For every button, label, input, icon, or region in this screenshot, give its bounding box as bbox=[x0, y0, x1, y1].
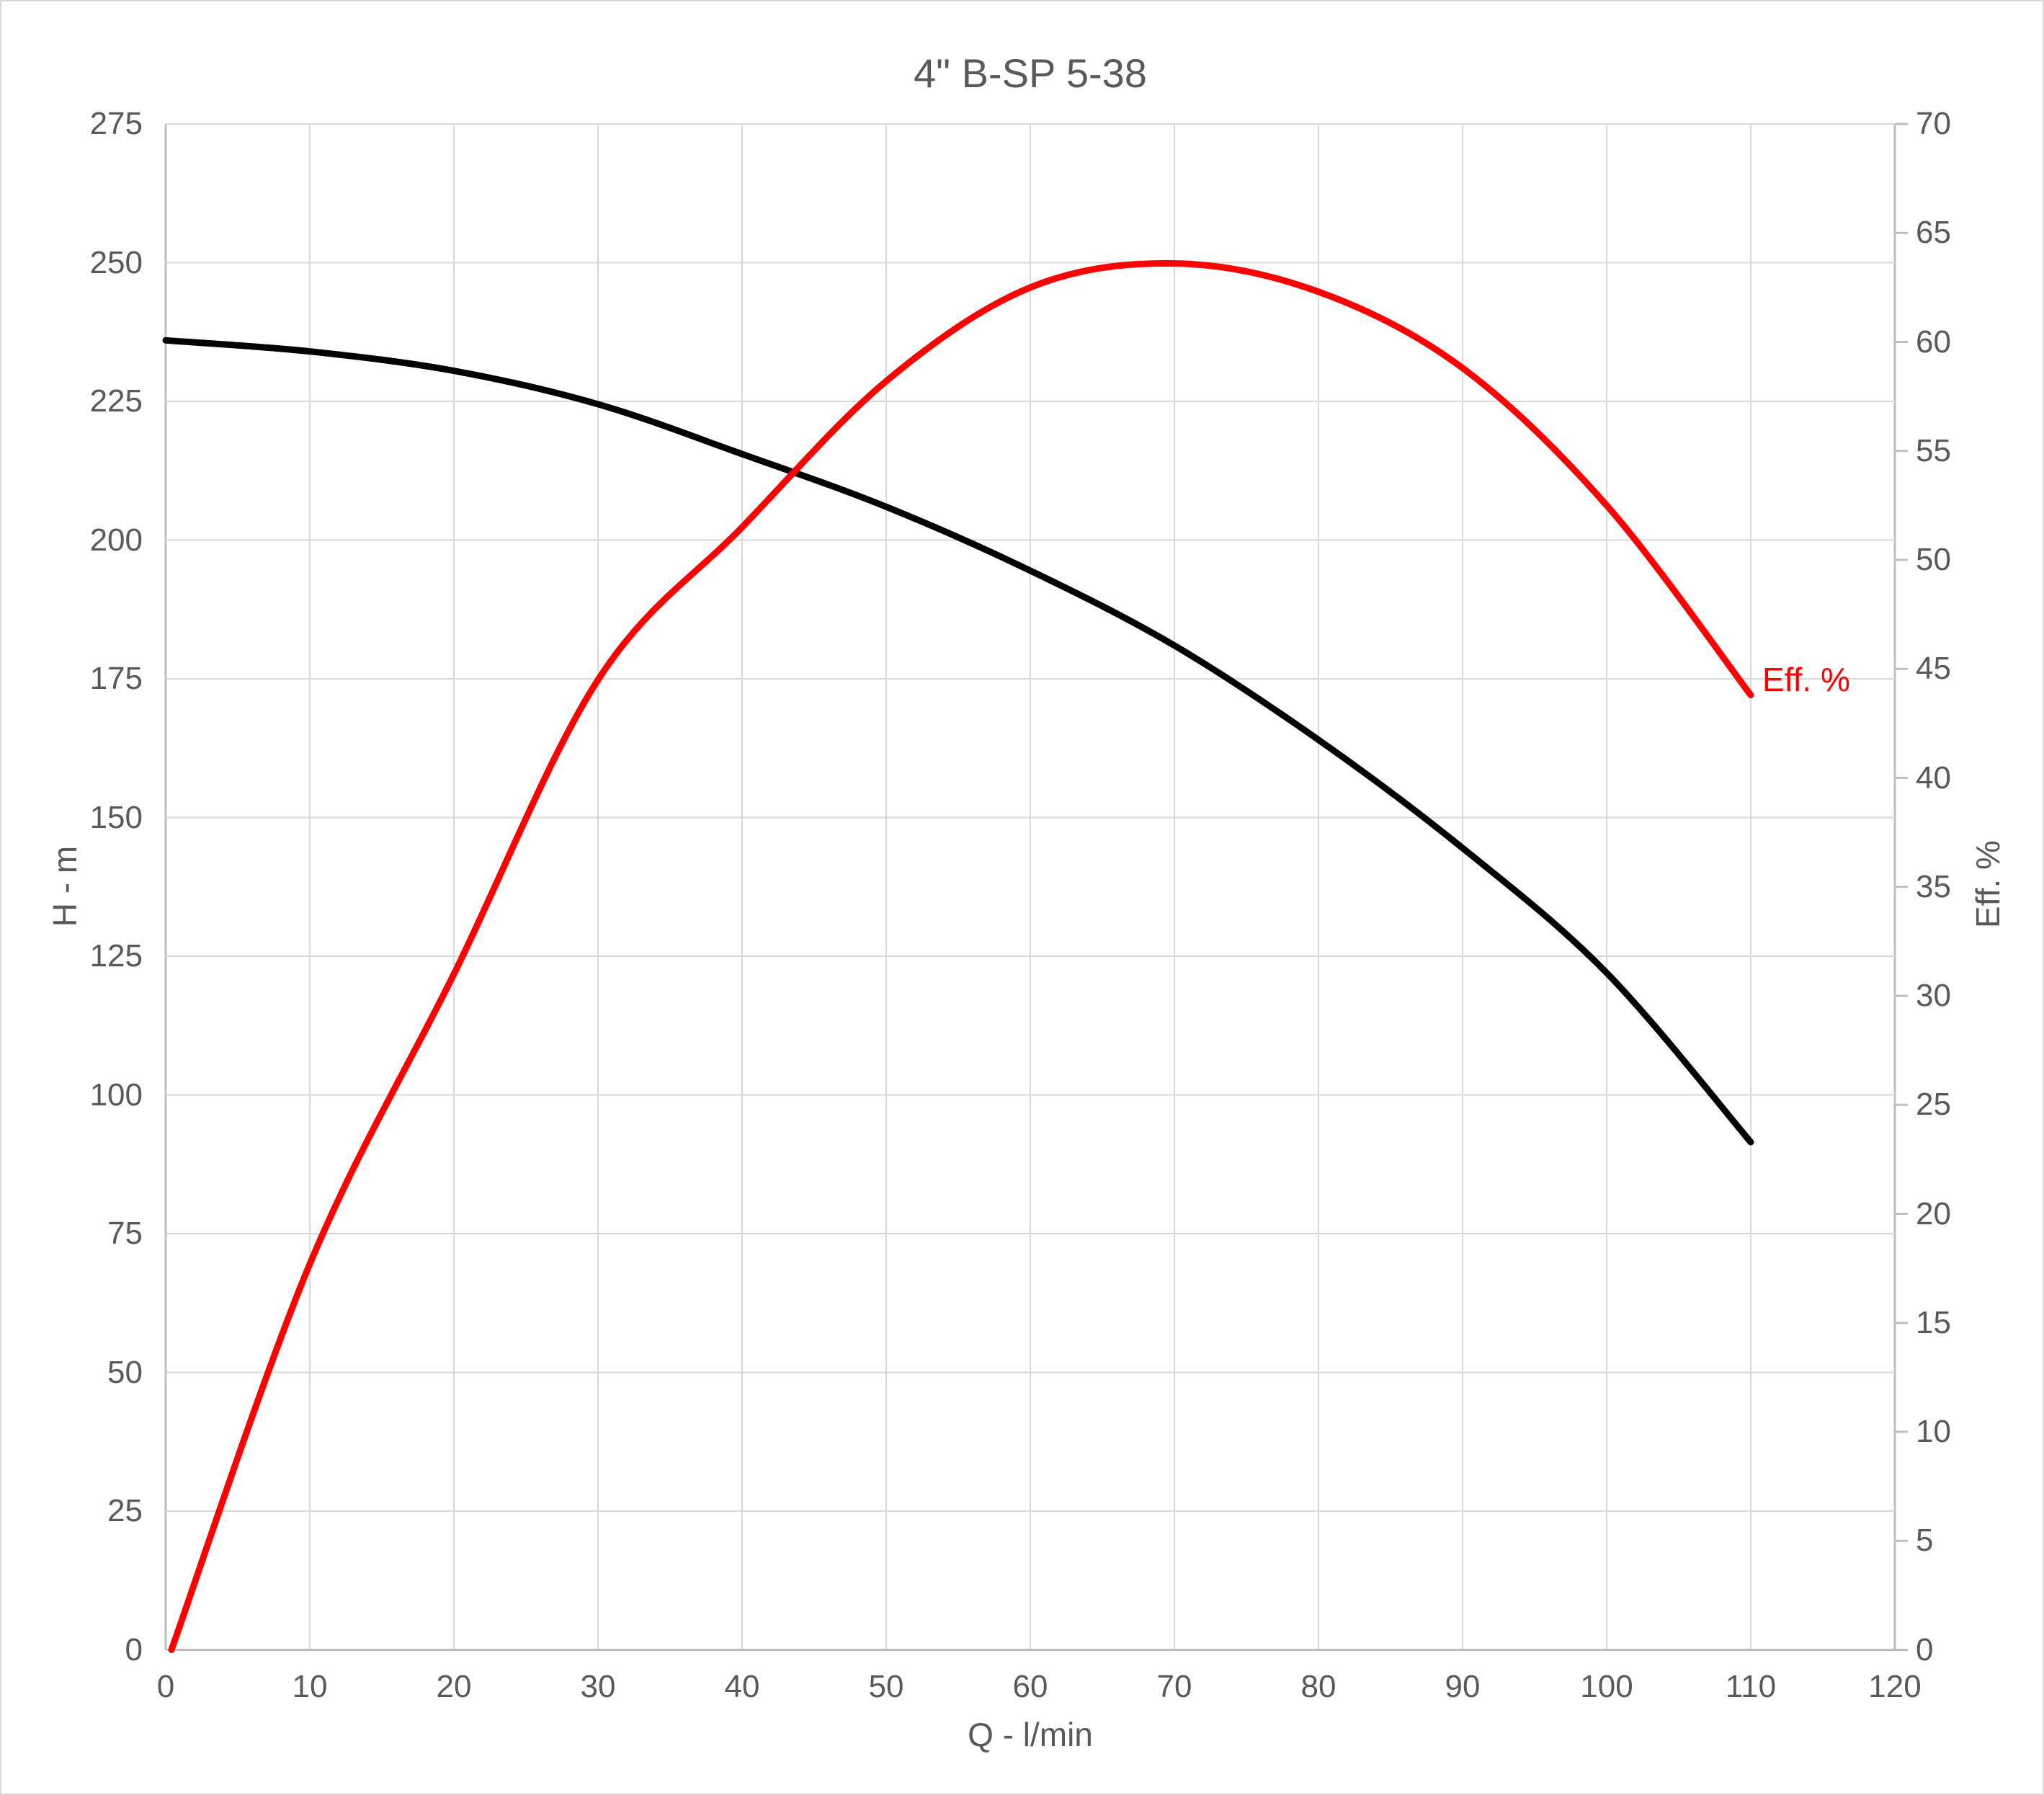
head-curve bbox=[162, 337, 1754, 1146]
right-tick-label: 0 bbox=[1916, 1631, 1934, 1667]
right-tick-label: 55 bbox=[1916, 432, 1951, 468]
bottom-tick-label: 0 bbox=[156, 1669, 175, 1704]
left-tick-label: 150 bbox=[89, 799, 143, 835]
bottom-tick-label: 110 bbox=[1725, 1669, 1777, 1704]
right-axis-title: Eff. % bbox=[1969, 840, 2007, 928]
right-tick-label: 45 bbox=[1916, 651, 1951, 687]
bottom-tick-label: 20 bbox=[436, 1669, 472, 1704]
left-tick-label: 200 bbox=[89, 522, 143, 558]
left-tick-label: 50 bbox=[107, 1354, 143, 1390]
left-tick-label: 100 bbox=[89, 1077, 143, 1113]
bottom-tick-label: 90 bbox=[1445, 1669, 1481, 1704]
left-tick-label: 225 bbox=[89, 383, 143, 419]
efficiency-curve bbox=[168, 260, 1754, 1653]
right-tick-label: 60 bbox=[1916, 324, 1951, 360]
bottom-tick-label: 10 bbox=[292, 1669, 328, 1704]
chart-title: 4" B-SP 5-38 bbox=[914, 50, 1147, 96]
right-tick-label: 10 bbox=[1916, 1414, 1951, 1449]
right-tick-label: 30 bbox=[1916, 978, 1951, 1013]
bottom-tick-label: 30 bbox=[580, 1669, 616, 1704]
right-tick-label: 20 bbox=[1916, 1195, 1951, 1231]
bottom-tick-label: 100 bbox=[1580, 1669, 1633, 1704]
bottom-tick-label: 60 bbox=[1012, 1669, 1048, 1704]
left-tick-label: 25 bbox=[107, 1493, 143, 1528]
bottom-tick-label: 80 bbox=[1300, 1669, 1336, 1704]
right-tick-label: 35 bbox=[1916, 868, 1951, 904]
bottom-tick-label: 70 bbox=[1156, 1669, 1192, 1704]
plot-area bbox=[162, 123, 1908, 1653]
left-tick-label: 0 bbox=[125, 1631, 143, 1667]
left-tick-label: 125 bbox=[89, 938, 143, 974]
left-tick-label: 75 bbox=[107, 1216, 143, 1251]
bottom-axis-title: Q - l/min bbox=[968, 1716, 1093, 1753]
left-tick-label: 175 bbox=[89, 661, 143, 696]
right-tick-label: 5 bbox=[1916, 1523, 1934, 1559]
right-tick-label: 65 bbox=[1916, 215, 1951, 251]
right-tick-label: 50 bbox=[1916, 542, 1951, 577]
left-tick-label: 275 bbox=[89, 106, 143, 141]
plot-svg bbox=[162, 123, 1908, 1653]
right-tick-label: 15 bbox=[1916, 1304, 1951, 1340]
right-tick-label: 40 bbox=[1916, 760, 1951, 796]
bottom-tick-label: 120 bbox=[1868, 1669, 1922, 1704]
efficiency-curve-label: Eff. % bbox=[1762, 661, 1850, 698]
right-tick-label: 25 bbox=[1916, 1087, 1951, 1123]
bottom-tick-label: 50 bbox=[868, 1669, 904, 1704]
right-tick-label: 70 bbox=[1916, 106, 1951, 141]
left-tick-label: 250 bbox=[89, 244, 143, 280]
left-axis-title: H - m bbox=[46, 845, 84, 927]
bottom-tick-label: 40 bbox=[724, 1669, 760, 1704]
